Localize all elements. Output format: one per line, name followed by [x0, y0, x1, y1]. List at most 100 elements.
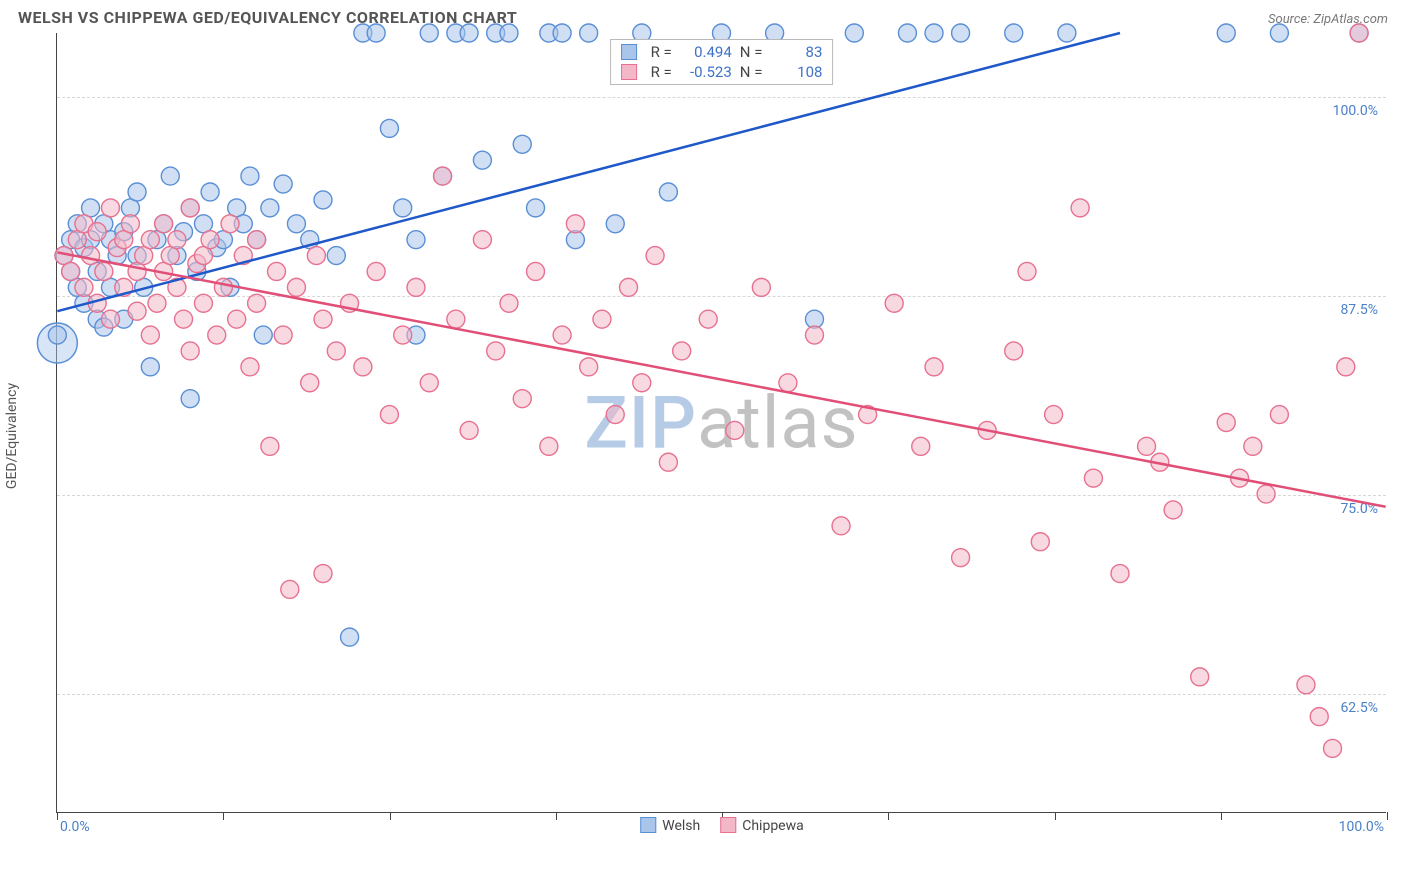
scatter-point: [1217, 414, 1235, 432]
scatter-point: [885, 294, 903, 312]
scatter-point: [314, 191, 332, 209]
legend-swatch-welsh: [640, 817, 656, 833]
scatter-point: [566, 215, 584, 233]
scatter-point: [473, 151, 491, 169]
scatter-point: [327, 247, 345, 265]
scatter-point: [1138, 437, 1156, 455]
scatter-point: [394, 199, 412, 217]
chart-title: WELSH VS CHIPPEWA GED/EQUIVALENCY CORREL…: [18, 8, 517, 27]
scatter-point: [912, 437, 930, 455]
stats-box: R = 0.494 N = 83 R = -0.523 N = 108: [610, 39, 834, 85]
scatter-point: [673, 342, 691, 360]
scatter-point: [248, 294, 266, 312]
scatter-point: [141, 231, 159, 249]
scatter-point: [274, 326, 292, 344]
scatter-point: [620, 278, 638, 296]
legend-label-welsh: Welsh: [662, 818, 700, 834]
y-axis-label: GED/Equivalency: [4, 383, 20, 489]
scatter-point: [394, 326, 412, 344]
scatter-point: [148, 294, 166, 312]
scatter-point: [88, 223, 106, 241]
scatter-point: [527, 262, 545, 280]
scatter-point: [1058, 24, 1076, 42]
scatter-point: [201, 183, 219, 201]
x-axis-labels: 0.0% Welsh Chippewa 100.0%: [56, 813, 1388, 839]
scatter-point: [1045, 406, 1063, 424]
scatter-point: [726, 421, 744, 439]
scatter-point: [128, 302, 146, 320]
scatter-point: [447, 310, 465, 328]
scatter-point: [254, 326, 272, 344]
stats-n-label: N =: [740, 43, 763, 61]
scatter-point: [181, 342, 199, 360]
legend-bottom: Welsh Chippewa: [640, 817, 804, 834]
legend-swatch-chippewa: [720, 817, 736, 833]
scatter-point: [805, 326, 823, 344]
scatter-point: [553, 24, 571, 42]
scatter-point: [261, 199, 279, 217]
scatter-point: [287, 215, 305, 233]
scatter-point: [141, 326, 159, 344]
trend-line: [57, 252, 1385, 506]
scatter-point: [633, 374, 651, 392]
scatter-point: [101, 310, 119, 328]
chart-container: GED/Equivalency ZIPatlas R = 0.494 N = 8…: [18, 33, 1388, 839]
scatter-point: [241, 167, 259, 185]
scatter-point: [48, 326, 66, 344]
scatter-point: [121, 215, 139, 233]
stats-r-label: R =: [651, 63, 672, 81]
scatter-point: [699, 310, 717, 328]
scatter-point: [513, 390, 531, 408]
scatter-point: [201, 231, 219, 249]
scatter-point: [580, 24, 598, 42]
scatter-point: [420, 24, 438, 42]
scatter-point: [327, 342, 345, 360]
stats-row-chippewa: R = -0.523 N = 108: [611, 62, 833, 82]
scatter-point: [420, 374, 438, 392]
plot-svg: [57, 33, 1386, 812]
scatter-point: [898, 24, 916, 42]
stats-r-value: 0.494: [680, 43, 732, 61]
legend-label-chippewa: Chippewa: [742, 818, 804, 834]
scatter-point: [1005, 342, 1023, 360]
scatter-point: [593, 310, 611, 328]
scatter-point: [779, 374, 797, 392]
stats-n-label: N =: [740, 63, 763, 81]
scatter-point: [341, 628, 359, 646]
chart-source: Source: ZipAtlas.com: [1268, 12, 1388, 27]
scatter-point: [500, 24, 518, 42]
chart-header: WELSH VS CHIPPEWA GED/EQUIVALENCY CORREL…: [0, 0, 1406, 33]
scatter-point: [161, 167, 179, 185]
scatter-point: [228, 310, 246, 328]
scatter-point: [925, 24, 943, 42]
scatter-point: [281, 580, 299, 598]
plot-area: ZIPatlas R = 0.494 N = 83 R = -0.523 N =…: [56, 33, 1386, 813]
stats-swatch-welsh: [621, 44, 637, 60]
stats-swatch-chippewa: [621, 64, 637, 80]
scatter-point: [460, 24, 478, 42]
scatter-point: [513, 135, 531, 153]
scatter-point: [301, 374, 319, 392]
scatter-point: [1111, 565, 1129, 583]
scatter-point: [141, 358, 159, 376]
scatter-point: [175, 310, 193, 328]
trend-line: [57, 33, 1120, 311]
scatter-point: [314, 310, 332, 328]
scatter-point: [1071, 199, 1089, 217]
scatter-point: [1324, 739, 1342, 757]
scatter-point: [314, 565, 332, 583]
scatter-point: [646, 247, 664, 265]
scatter-point: [307, 247, 325, 265]
scatter-point: [354, 358, 372, 376]
x-axis-max-label: 100.0%: [1339, 819, 1384, 835]
scatter-point: [832, 517, 850, 535]
scatter-point: [527, 199, 545, 217]
scatter-point: [261, 437, 279, 455]
scatter-point: [752, 278, 770, 296]
scatter-point: [407, 231, 425, 249]
scatter-point: [1191, 668, 1209, 686]
scatter-point: [1164, 501, 1182, 519]
scatter-point: [155, 215, 173, 233]
scatter-point: [659, 183, 677, 201]
stats-n-value: 83: [770, 43, 822, 61]
